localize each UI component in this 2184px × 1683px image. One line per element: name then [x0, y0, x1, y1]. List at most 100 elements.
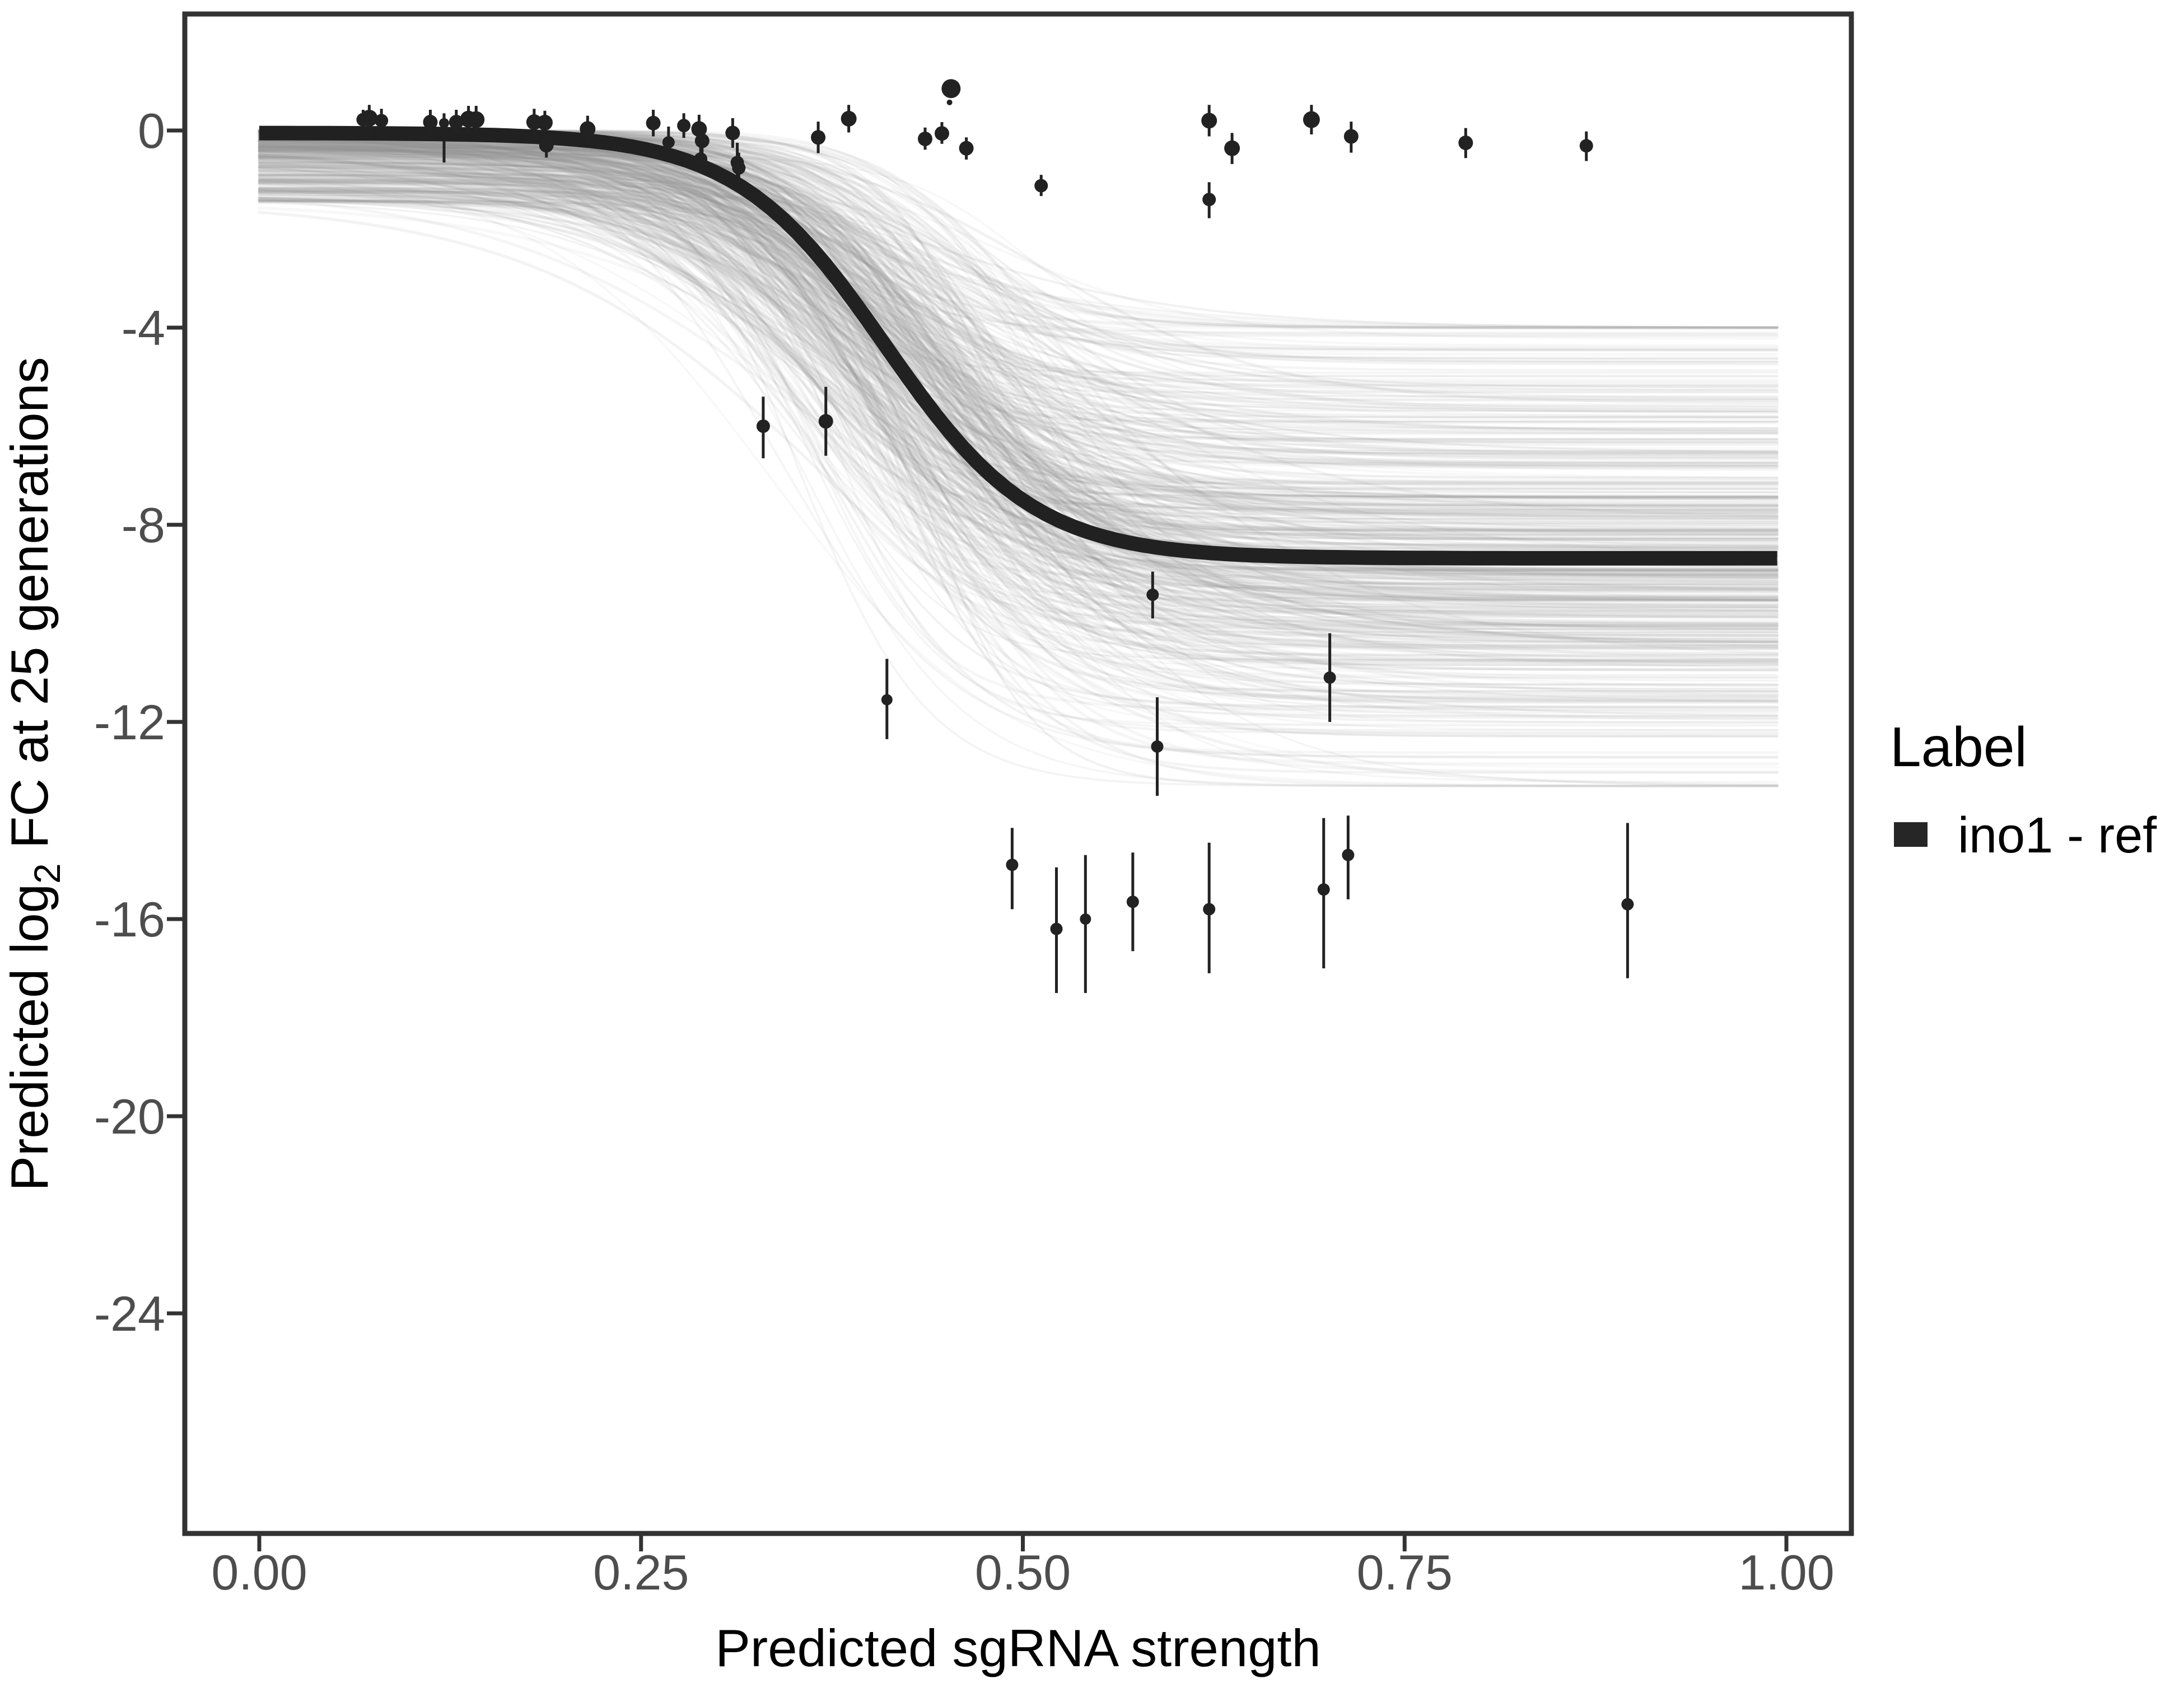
- data-point: [959, 141, 974, 156]
- posterior-curve: [258, 148, 1779, 717]
- posterior-curve: [258, 132, 1779, 717]
- posterior-curve: [258, 186, 1779, 647]
- posterior-curve: [258, 136, 1779, 672]
- data-point: [1621, 898, 1634, 911]
- posterior-curve: [258, 190, 1779, 758]
- posterior-curve: [258, 147, 1779, 665]
- posterior-curve: [258, 164, 1779, 602]
- posterior-curve: [258, 165, 1779, 454]
- posterior-curve: [258, 155, 1779, 383]
- posterior-curve: [258, 141, 1779, 640]
- posterior-curve: [258, 137, 1779, 571]
- posterior-curve: [258, 155, 1779, 601]
- posterior-curve: [258, 150, 1779, 450]
- posterior-curve: [258, 198, 1779, 546]
- posterior-curve: [258, 189, 1779, 531]
- data-point: [468, 111, 485, 128]
- data-point: [1201, 113, 1217, 129]
- posterior-curve: [258, 143, 1779, 500]
- posterior-curve: [258, 166, 1779, 717]
- y-tick-label: -16: [94, 892, 165, 947]
- posterior-curve: [258, 157, 1779, 532]
- posterior-curve: [258, 143, 1779, 572]
- posterior-curve: [258, 145, 1779, 576]
- posterior-curve: [258, 138, 1779, 547]
- posterior-curve: [258, 153, 1779, 487]
- posterior-curve: [258, 190, 1779, 704]
- panel-border: [182, 11, 1854, 1536]
- posterior-curve: [258, 163, 1779, 541]
- posterior-curve: [258, 147, 1779, 738]
- posterior-curve: [258, 165, 1779, 599]
- data-point: [725, 125, 740, 141]
- posterior-curve: [258, 166, 1779, 612]
- posterior-curve: [258, 140, 1779, 644]
- posterior-curve: [258, 158, 1779, 418]
- data-point: [1151, 740, 1164, 753]
- data-point: [1458, 136, 1473, 150]
- posterior-curve: [258, 144, 1779, 537]
- posterior-curve: [258, 151, 1779, 467]
- posterior-curve: [258, 139, 1779, 446]
- posterior-curve: [258, 150, 1779, 400]
- posterior-curve: [258, 156, 1779, 610]
- posterior-curve: [258, 181, 1779, 414]
- posterior-curve: [258, 202, 1779, 577]
- posterior-curve: [258, 137, 1779, 602]
- posterior-curve: [258, 190, 1779, 441]
- posterior-curve: [258, 169, 1779, 572]
- data-point: [881, 694, 893, 706]
- posterior-curve: [258, 153, 1779, 688]
- posterior-curve: [258, 161, 1779, 524]
- posterior-curve: [258, 157, 1779, 464]
- posterior-curve: [258, 130, 1779, 650]
- posterior-curve: [258, 138, 1779, 654]
- posterior-curve: [258, 162, 1779, 501]
- data-point: [934, 126, 949, 141]
- posterior-curve: [258, 165, 1779, 435]
- posterior-curve: [258, 130, 1779, 576]
- posterior-curve: [258, 165, 1779, 649]
- posterior-curve: [258, 139, 1779, 329]
- data-points: [356, 79, 1634, 993]
- posterior-curve: [258, 150, 1779, 513]
- posterior-curve: [258, 198, 1779, 602]
- posterior-curve: [258, 178, 1779, 491]
- posterior-curve: [258, 183, 1779, 589]
- posterior-curve: [258, 155, 1779, 453]
- posterior-curve: [258, 145, 1779, 591]
- posterior-curve: [258, 171, 1779, 603]
- posterior-curve: [258, 144, 1779, 630]
- legend-item-label: ino1 - ref: [1958, 808, 2157, 864]
- y-tick-label: -24: [94, 1286, 165, 1341]
- y-tick-label: -4: [122, 300, 165, 356]
- posterior-curve: [258, 153, 1779, 329]
- data-point: [438, 118, 449, 128]
- posterior-curve: [258, 142, 1779, 503]
- posterior-curve: [258, 188, 1779, 480]
- posterior-curve: [258, 199, 1779, 644]
- posterior-curve: [258, 193, 1779, 533]
- posterior-curve: [258, 160, 1779, 506]
- data-point: [941, 79, 961, 99]
- posterior-curve: [258, 178, 1779, 364]
- posterior-curve: [258, 170, 1779, 731]
- posterior-curve: [258, 149, 1779, 407]
- posterior-curve: [258, 164, 1779, 702]
- posterior-curve: [258, 150, 1779, 608]
- posterior-curve: [258, 184, 1779, 422]
- data-point: [361, 110, 378, 127]
- posterior-curve: [258, 195, 1779, 381]
- posterior-curve: [258, 132, 1779, 759]
- posterior-curve: [258, 142, 1779, 489]
- posterior-curve: [258, 150, 1779, 581]
- posterior-curve: [258, 138, 1779, 483]
- posterior-curve: [258, 134, 1779, 573]
- data-point: [1202, 193, 1216, 207]
- posterior-curve: [258, 167, 1779, 627]
- posterior-curve: [258, 176, 1779, 678]
- posterior-curve: [258, 192, 1779, 672]
- posterior-curve: [258, 139, 1779, 645]
- posterior-curve: [258, 136, 1779, 470]
- posterior-curve: [258, 172, 1779, 677]
